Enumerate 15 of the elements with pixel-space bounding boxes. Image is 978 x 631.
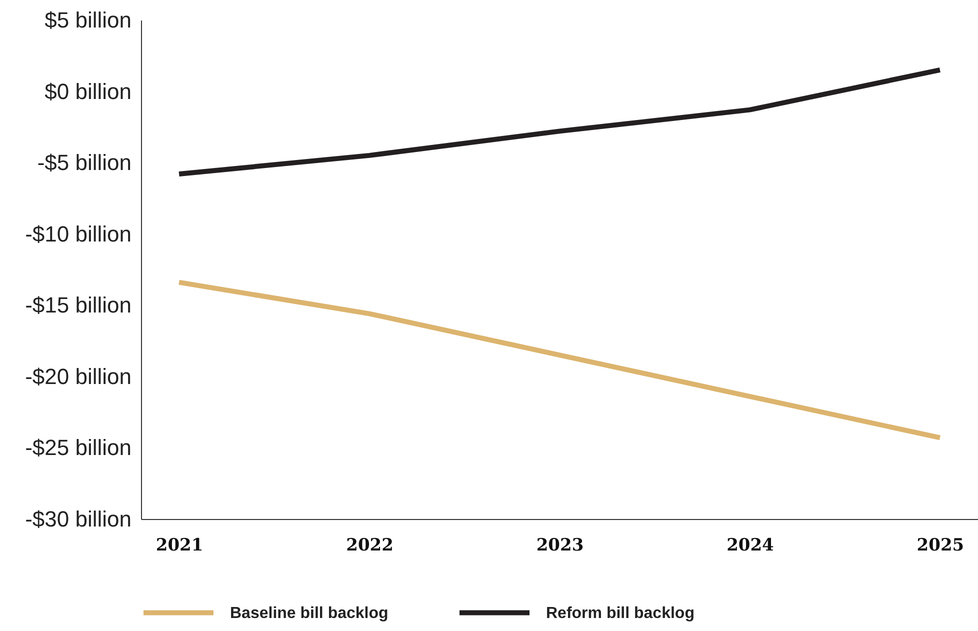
x-tick-label: 2023 (536, 536, 584, 556)
y-tick-label: -$5 billion (37, 150, 132, 176)
y-tick-label: $5 billion (44, 8, 132, 32)
y-tick-label: -$30 billion (25, 506, 132, 532)
x-tick-label: 2021 (156, 536, 204, 556)
x-tick-label: 2022 (346, 536, 394, 556)
legend-label: Reform bill backlog (546, 604, 694, 622)
y-tick-label: -$20 billion (25, 364, 132, 389)
y-tick-label: $0 billion (44, 78, 132, 104)
y-tick-label: -$15 billion (25, 292, 132, 318)
y-tick-label: -$10 billion (25, 221, 132, 246)
x-tick-label: 2025 (916, 536, 964, 556)
x-tick-label: 2024 (726, 536, 774, 556)
legend-label: Baseline bill backlog (230, 604, 388, 622)
y-tick-label: -$25 billion (25, 435, 132, 460)
